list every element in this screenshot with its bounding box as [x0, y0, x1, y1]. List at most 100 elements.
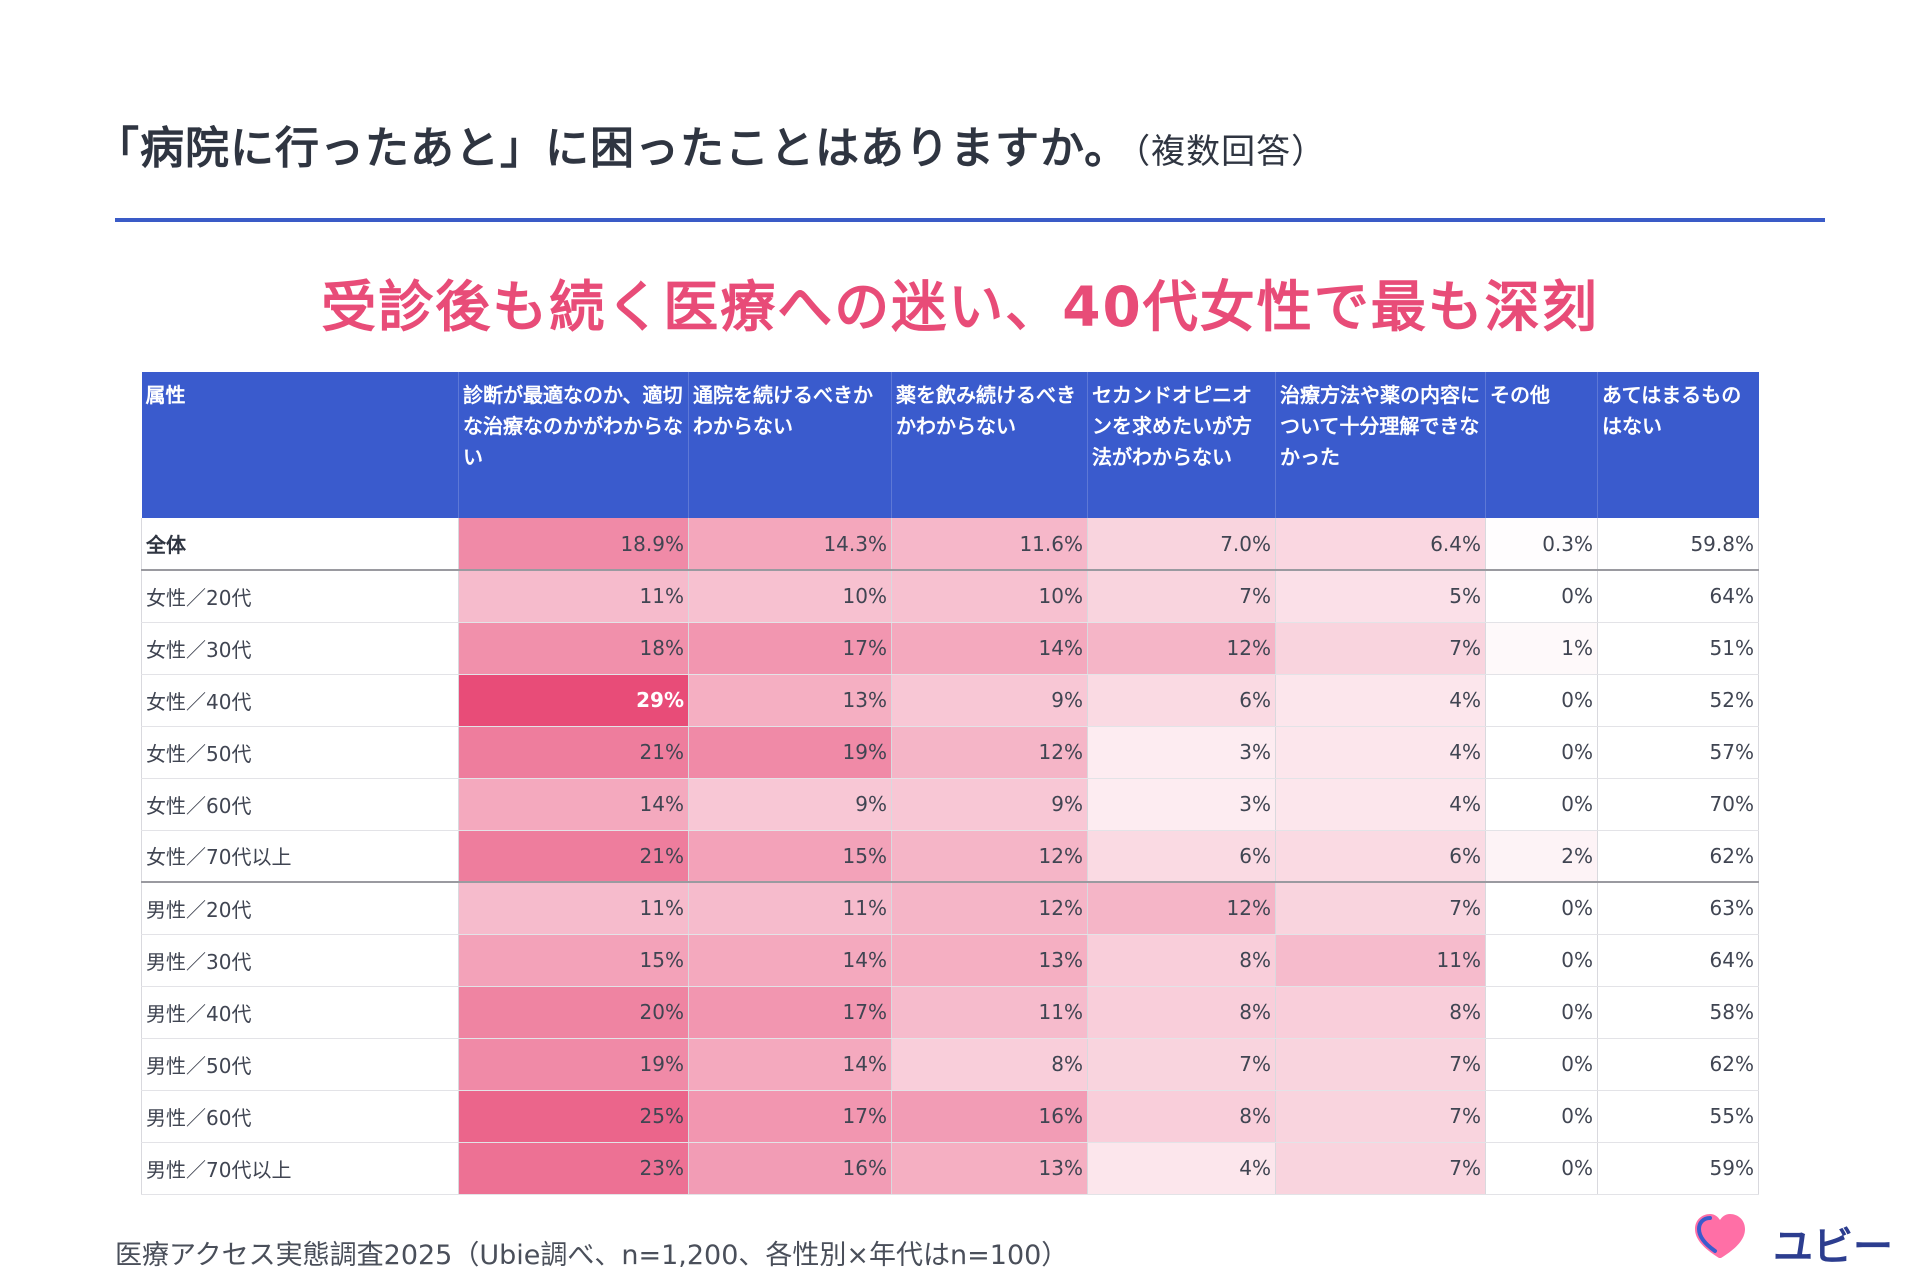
column-header: セカンドオピニオンを求めたいが方法がわからない: [1087, 372, 1276, 518]
heat-cell: 63%: [1597, 882, 1759, 935]
table-body: 全体 18.9% 14.3% 11.6% 7.0% 6.4% 0.3% 59.8% 女性／20代…: [141, 518, 1759, 1195]
column-header-attribute: 属性: [141, 372, 459, 518]
heat-cell: 12%: [1087, 882, 1276, 935]
table-row: 女性／30代 18% 17% 14% 12% 7% 1% 51%: [141, 622, 1759, 675]
heat-cell: 14%: [688, 934, 892, 987]
table-row: 女性／20代 11% 10% 10% 7% 5% 0% 64%: [141, 570, 1759, 623]
title-sub: （複数回答）: [1133, 132, 1327, 172]
row-label: 女性／70代以上: [141, 830, 459, 883]
ubie-logo: [1695, 1214, 1745, 1258]
source-note: 医療アクセス実態調査2025（Ubie調べ、n=1,200、各性別×年代はn=1…: [115, 1240, 1069, 1271]
headline: 受診後も続く医療への迷い、40代女性で最も深刻: [321, 275, 1599, 339]
heat-cell: 16%: [891, 1090, 1088, 1143]
table-row: 男性／30代 15% 14% 13% 8% 11% 0% 64%: [141, 934, 1759, 987]
heat-cell: 4%: [1087, 1142, 1276, 1195]
heat-cell: 9%: [688, 778, 892, 831]
heat-cell: 17%: [688, 986, 892, 1039]
row-label: 女性／40代: [141, 674, 459, 727]
heat-cell: 8%: [1087, 986, 1276, 1039]
heat-cell: 14.3%: [688, 518, 892, 571]
heat-cell: 17%: [688, 622, 892, 675]
heat-cell: 6%: [1087, 830, 1276, 883]
heat-cell: 11%: [891, 986, 1088, 1039]
heart-logo-icon: [1695, 1214, 1745, 1258]
column-header: 治療方法や薬の内容について十分理解できなかった: [1275, 372, 1486, 518]
heat-cell: 21%: [458, 726, 689, 779]
table-row: 女性／70代以上 21% 15% 12% 6% 6% 2% 62%: [141, 830, 1759, 883]
column-header: 薬を飲み続けるべきかわからない: [891, 372, 1088, 518]
row-label: 女性／50代: [141, 726, 459, 779]
row-label: 女性／30代: [141, 622, 459, 675]
row-label: 男性／50代: [141, 1038, 459, 1091]
heat-cell: 7.0%: [1087, 518, 1276, 571]
table-row: 女性／40代 29% 13% 9% 6% 4% 0% 52%: [141, 674, 1759, 727]
heat-cell: 7%: [1275, 1038, 1486, 1091]
heat-cell: 62%: [1597, 1038, 1759, 1091]
heat-cell: 55%: [1597, 1090, 1759, 1143]
title-main: 「病院に行ったあと」に困ったことはありますか。: [95, 123, 1130, 174]
heat-cell: 4%: [1275, 778, 1486, 831]
heat-cell: 0%: [1485, 1038, 1598, 1091]
heat-cell: 13%: [891, 1142, 1088, 1195]
title-divider: [115, 218, 1825, 222]
heat-cell: 20%: [458, 986, 689, 1039]
heat-cell: 0%: [1485, 986, 1598, 1039]
column-header: 通院を続けるべきかわからない: [688, 372, 892, 518]
heat-cell: 14%: [688, 1038, 892, 1091]
table-row: 女性／60代 14% 9% 9% 3% 4% 0% 70%: [141, 778, 1759, 831]
heat-cell: 8%: [891, 1038, 1088, 1091]
heat-cell: 11%: [458, 882, 689, 935]
heat-cell: 13%: [891, 934, 1088, 987]
heat-cell: 62%: [1597, 830, 1759, 883]
heat-cell: 1%: [1485, 622, 1598, 675]
heat-cell: 14%: [458, 778, 689, 831]
heat-cell: 8%: [1087, 934, 1276, 987]
table-row: 男性／70代以上 23% 16% 13% 4% 7% 0% 59%: [141, 1142, 1759, 1195]
heat-cell: 10%: [688, 570, 892, 623]
heat-cell: 6%: [1087, 674, 1276, 727]
heat-cell: 59.8%: [1597, 518, 1759, 571]
heat-cell: 8%: [1087, 1090, 1276, 1143]
heat-cell: 3%: [1087, 778, 1276, 831]
heat-cell: 8%: [1275, 986, 1486, 1039]
heat-cell: 15%: [688, 830, 892, 883]
heat-cell: 0.3%: [1485, 518, 1598, 571]
heat-cell: 7%: [1275, 622, 1486, 675]
table-row: 男性／40代 20% 17% 11% 8% 8% 0% 58%: [141, 986, 1759, 1039]
heat-cell: 64%: [1597, 934, 1759, 987]
heat-cell: 16%: [688, 1142, 892, 1195]
heat-cell: 7%: [1087, 1038, 1276, 1091]
row-label: 女性／20代: [141, 570, 459, 623]
table-row: 男性／20代 11% 11% 12% 12% 7% 0% 63%: [141, 882, 1759, 935]
heat-cell: 2%: [1485, 830, 1598, 883]
heat-cell: 23%: [458, 1142, 689, 1195]
heat-cell: 17%: [688, 1090, 892, 1143]
heat-cell: 12%: [891, 830, 1088, 883]
row-label: 男性／30代: [141, 934, 459, 987]
heat-cell: 15%: [458, 934, 689, 987]
column-header: その他: [1485, 372, 1598, 518]
row-label: 女性／60代: [141, 778, 459, 831]
row-label: 男性／60代: [141, 1090, 459, 1143]
heat-cell: 0%: [1485, 882, 1598, 935]
heat-cell: 6%: [1275, 830, 1486, 883]
heat-cell: 7%: [1087, 570, 1276, 623]
heat-cell: 52%: [1597, 674, 1759, 727]
heat-cell: 12%: [1087, 622, 1276, 675]
heat-cell: 7%: [1275, 882, 1486, 935]
heat-cell: 4%: [1275, 674, 1486, 727]
heatmap-table: 属性 診断が最適なのか、適切な治療なのかがわからない 通院を続けるべきかわからない薬…: [141, 372, 1759, 1195]
heat-cell: 0%: [1485, 1090, 1598, 1143]
heat-cell: 51%: [1597, 622, 1759, 675]
heat-cell: 12%: [891, 882, 1088, 935]
heat-cell: 3%: [1087, 726, 1276, 779]
row-label: 男性／40代: [141, 986, 459, 1039]
heat-cell: 4%: [1275, 726, 1486, 779]
heat-cell: 6.4%: [1275, 518, 1486, 571]
heat-cell: 11%: [688, 882, 892, 935]
heat-cell: 11%: [458, 570, 689, 623]
logo-text: ユビー: [1773, 1224, 1893, 1270]
heat-cell: 0%: [1485, 674, 1598, 727]
heat-cell: 64%: [1597, 570, 1759, 623]
heat-cell: 12%: [891, 726, 1088, 779]
